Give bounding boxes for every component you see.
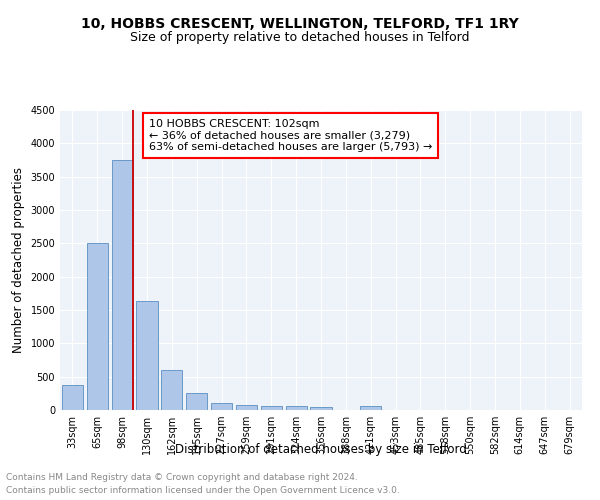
Bar	[310, 406, 332, 410]
Bar	[211, 402, 232, 410]
Y-axis label: Number of detached properties: Number of detached properties	[12, 167, 25, 353]
Bar	[261, 406, 282, 410]
Text: 10 HOBBS CRESCENT: 102sqm
← 36% of detached houses are smaller (3,279)
63% of se: 10 HOBBS CRESCENT: 102sqm ← 36% of detac…	[149, 119, 432, 152]
Bar	[87, 244, 108, 410]
Text: Contains public sector information licensed under the Open Government Licence v3: Contains public sector information licen…	[6, 486, 400, 495]
Bar	[286, 406, 307, 410]
Bar	[136, 302, 158, 410]
Bar	[112, 160, 133, 410]
Text: Contains HM Land Registry data © Crown copyright and database right 2024.: Contains HM Land Registry data © Crown c…	[6, 472, 358, 482]
Text: Size of property relative to detached houses in Telford: Size of property relative to detached ho…	[130, 31, 470, 44]
Text: 10, HOBBS CRESCENT, WELLINGTON, TELFORD, TF1 1RY: 10, HOBBS CRESCENT, WELLINGTON, TELFORD,…	[81, 18, 519, 32]
Text: Distribution of detached houses by size in Telford: Distribution of detached houses by size …	[175, 442, 467, 456]
Bar	[161, 370, 182, 410]
Bar	[186, 394, 207, 410]
Bar	[236, 406, 257, 410]
Bar	[360, 406, 381, 410]
Bar	[62, 384, 83, 410]
